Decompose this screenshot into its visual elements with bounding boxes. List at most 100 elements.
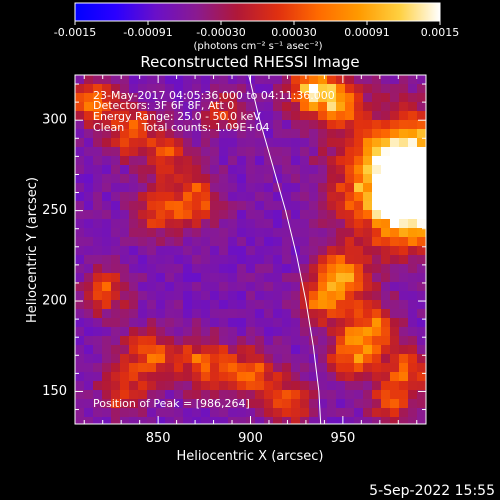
heatmap-cell [201,174,211,184]
heatmap-cell [210,327,220,337]
heatmap-cell [390,129,400,139]
heatmap-cell [309,354,319,364]
heatmap-cell [381,93,391,103]
heatmap-cell [282,300,292,310]
heatmap-cell [84,291,94,301]
heatmap-cell [282,318,292,328]
heatmap-cell [210,318,220,328]
heatmap-cell [174,381,184,391]
heatmap-cell [219,291,229,301]
heatmap-cell [210,84,220,94]
heatmap-cell [120,417,130,424]
heatmap-cell [120,408,130,418]
heatmap-cell [147,282,157,292]
heatmap-cell [219,300,229,310]
heatmap-cell [219,111,229,121]
heatmap-cell [264,75,274,85]
heatmap-cell [291,318,301,328]
heatmap-cell [273,309,283,319]
heatmap-cell [75,336,85,346]
heatmap-cell [156,273,166,283]
heatmap-cell [228,237,238,247]
heatmap-cell [309,318,319,328]
heatmap-cell [156,255,166,265]
heatmap-cell [390,282,400,292]
heatmap-cell [354,219,364,229]
heatmap-cell [255,399,265,409]
heatmap-cell [84,201,94,211]
heatmap-cell [219,309,229,319]
heatmap-cell [345,372,355,382]
heatmap-cell [111,255,121,265]
heatmap-cell [210,300,220,310]
heatmap-cell [273,84,283,94]
heatmap-cell [399,129,409,139]
heatmap-cell [84,75,94,85]
heatmap-cell [93,282,103,292]
heatmap-cell [291,273,301,283]
heatmap-cell [300,93,310,103]
heatmap-cell [318,183,328,193]
heatmap-cell [138,156,148,166]
heatmap-cell [399,372,409,382]
heatmap-cell [309,363,319,373]
heatmap-cell [147,264,157,274]
heatmap-cell [75,327,85,337]
heatmap-cell [336,390,346,400]
heatmap-cell [309,192,319,202]
heatmap-cell [300,120,310,130]
heatmap-cell [255,417,265,424]
heatmap-cell [111,282,121,292]
heatmap-cell [291,363,301,373]
heatmap-cell [408,300,418,310]
heatmap-cell [120,219,130,229]
heatmap-cell [381,138,391,148]
heatmap-cell [390,363,400,373]
heatmap-cell [75,363,85,373]
heatmap-cell [399,120,409,130]
plot-title: Reconstructed RHESSI Image [140,53,359,71]
heatmap-cell [237,390,247,400]
heatmap-cell [381,183,391,193]
heatmap-cell [210,111,220,121]
heatmap-cell [93,147,103,157]
heatmap-cell [129,147,139,157]
heatmap-cell [309,300,319,310]
heatmap-cell [264,318,274,328]
heatmap-cell [237,75,247,85]
heatmap-cell [390,174,400,184]
heatmap-cell [192,201,202,211]
heatmap-cell [318,228,328,238]
heatmap-cell [246,300,256,310]
heatmap-cell [102,210,112,220]
heatmap-cell [291,120,301,130]
heatmap-cell [354,102,364,112]
heatmap-cell [93,228,103,238]
heatmap-cell [327,129,337,139]
heatmap-cell [102,102,112,112]
heatmap-cell [102,372,112,382]
heatmap-cell [228,93,238,103]
heatmap-cell [219,75,229,85]
heatmap-cell [102,408,112,418]
heatmap-cell [147,201,157,211]
heatmap-cell [390,201,400,211]
heatmap-cell [390,102,400,112]
heatmap-cell [102,138,112,148]
heatmap-cell [273,93,283,103]
heatmap-cell [84,282,94,292]
heatmap-cell [282,129,292,139]
heatmap-cell [273,201,283,211]
heatmap-cell [318,363,328,373]
heatmap-cell [363,282,373,292]
heatmap-cell [417,228,426,238]
heatmap-cell [372,93,382,103]
heatmap-cell [354,264,364,274]
heatmap-cell [390,219,400,229]
heatmap-cell [84,192,94,202]
heatmap-cell [255,318,265,328]
heatmap-cell [363,363,373,373]
heatmap-cell [156,174,166,184]
heatmap-cell [390,183,400,193]
heatmap-cell [336,246,346,256]
